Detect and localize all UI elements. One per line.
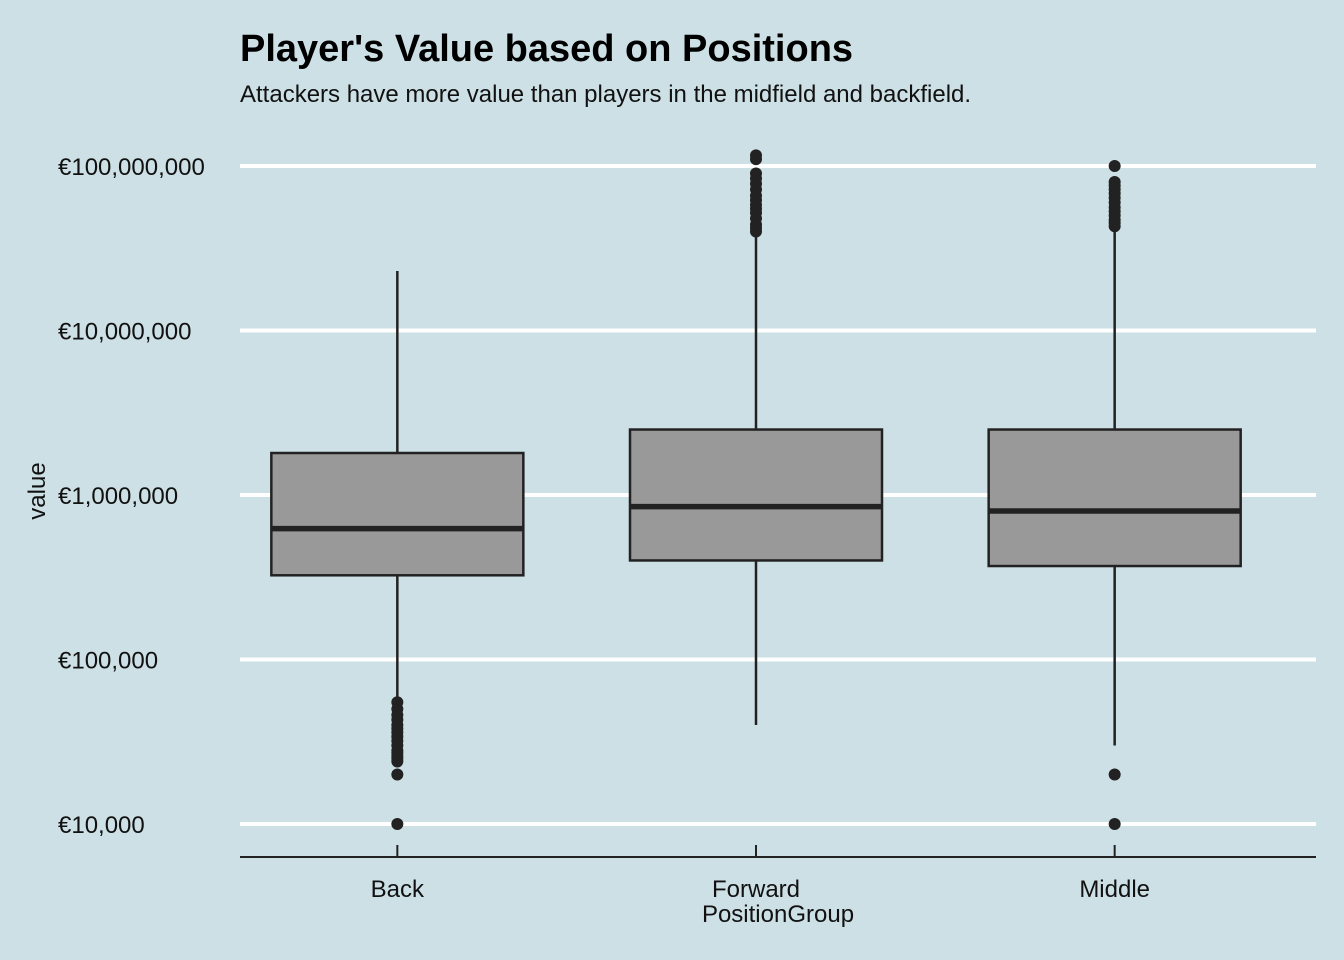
outlier-point bbox=[1108, 818, 1121, 830]
y-tick-label: €100,000,000 bbox=[58, 154, 205, 181]
y-axis: €10,000 €100,000 €1,000,000 €10,000,000 €100… bbox=[58, 154, 205, 839]
y-tick-label: €100,000 bbox=[58, 648, 158, 675]
outlier-point bbox=[391, 818, 404, 830]
outlier-point bbox=[391, 696, 404, 709]
iqr-box bbox=[987, 428, 1242, 568]
outlier-point bbox=[1108, 768, 1121, 781]
outlier-point bbox=[1108, 175, 1121, 188]
outlier-point bbox=[750, 149, 762, 162]
x-tick-label: Back bbox=[371, 876, 425, 903]
y-tick-label: €10,000 bbox=[58, 812, 145, 839]
box-forward bbox=[628, 149, 884, 725]
outlier-point bbox=[750, 167, 762, 180]
y-tick-label: €10,000,000 bbox=[58, 319, 191, 346]
x-axis-title: PositionGroup bbox=[702, 901, 854, 928]
x-tick-label: Middle bbox=[1079, 876, 1150, 903]
boxes bbox=[270, 149, 1242, 830]
iqr-box bbox=[270, 451, 525, 577]
chart-title: Player's Value based on Positions bbox=[240, 28, 853, 70]
x-axis: Back Forward Middle bbox=[240, 845, 1316, 903]
box-middle bbox=[987, 160, 1242, 830]
y-axis-title: value bbox=[24, 462, 51, 519]
outlier-point bbox=[1108, 160, 1121, 172]
box-back bbox=[270, 270, 525, 830]
chart-subtitle: Attackers have more value than players i… bbox=[240, 81, 971, 108]
outlier-point bbox=[391, 768, 404, 781]
y-tick-label: €1,000,000 bbox=[58, 483, 178, 510]
iqr-box bbox=[628, 428, 884, 562]
x-tick-label: Forward bbox=[712, 876, 800, 903]
